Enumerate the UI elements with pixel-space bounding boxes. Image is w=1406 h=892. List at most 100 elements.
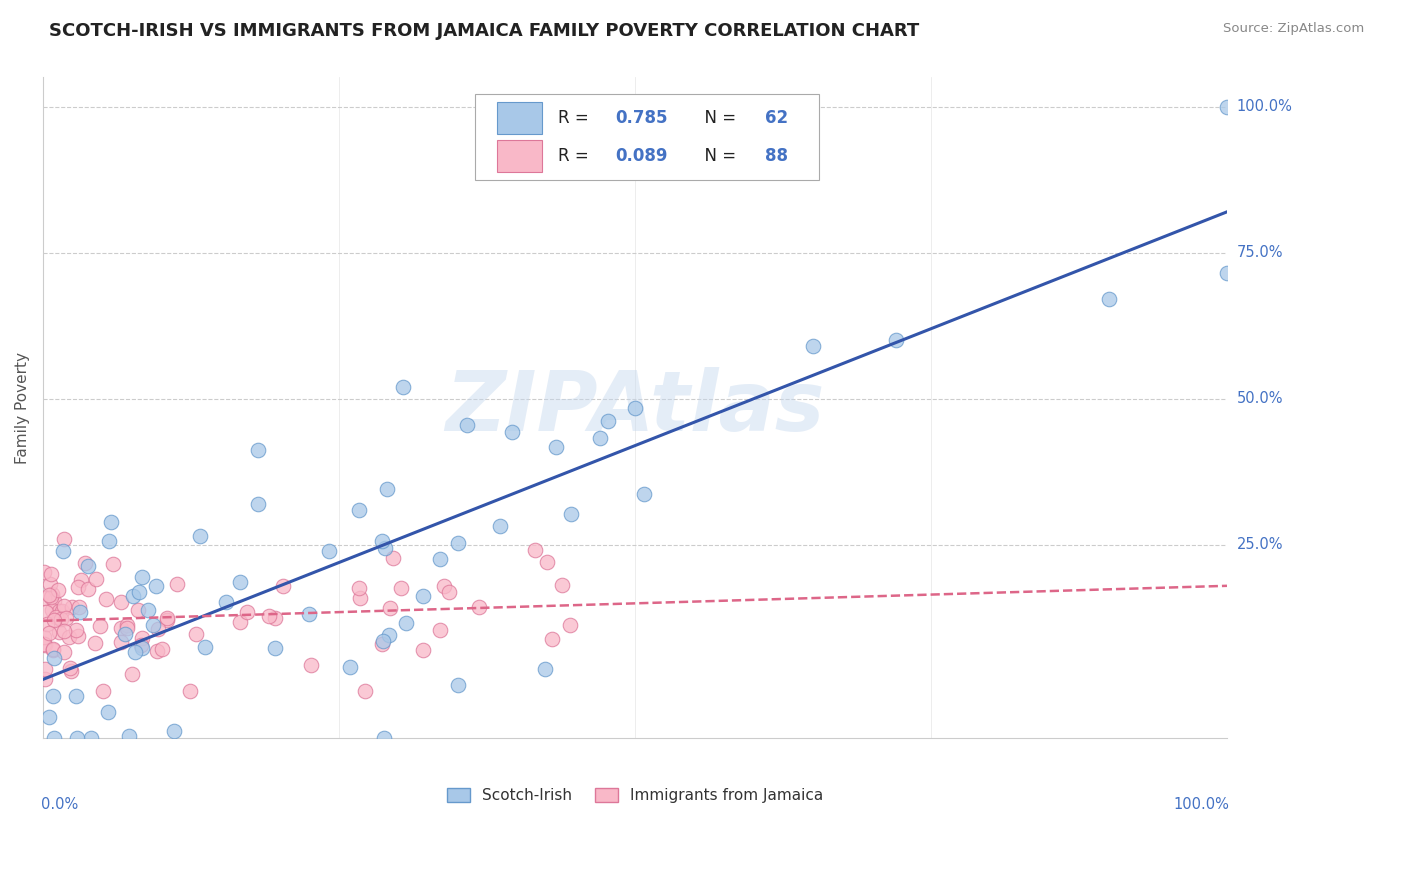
Text: ZIPAtlas: ZIPAtlas [446, 368, 825, 448]
Point [456, 417, 478, 432]
Point [546, 440, 568, 454]
Bar [496, 140, 541, 171]
Point [117, 617, 139, 632]
Point [370, 533, 392, 548]
Point [42, 642, 65, 657]
Point [298, 607, 321, 622]
Point [488, 519, 510, 533]
Point [162, 724, 184, 739]
Point [389, 581, 412, 595]
Point [69, 600, 91, 615]
Point [53, 599, 76, 613]
Point [801, 339, 824, 353]
Point [114, 627, 136, 641]
Point [468, 599, 491, 614]
Point [35, 606, 58, 620]
Point [551, 577, 574, 591]
Point [541, 632, 564, 647]
Point [121, 590, 143, 604]
Point [273, 579, 295, 593]
Point [596, 414, 619, 428]
Point [146, 622, 169, 636]
Point [42, 731, 65, 745]
Text: N =: N = [695, 109, 741, 127]
Point [501, 425, 523, 439]
Point [624, 401, 647, 415]
Point [633, 487, 655, 501]
Point [156, 610, 179, 624]
Point [378, 600, 401, 615]
Bar [496, 103, 541, 134]
Point [110, 621, 132, 635]
Point [51, 612, 73, 626]
Text: 100.0%: 100.0% [1237, 99, 1292, 114]
Point [65, 623, 87, 637]
Text: 0.0%: 0.0% [41, 797, 79, 813]
Point [412, 642, 434, 657]
Point [66, 731, 89, 745]
Point [41, 602, 63, 616]
Point [48, 604, 70, 618]
Point [523, 542, 546, 557]
Point [101, 557, 124, 571]
Point [446, 678, 468, 692]
Point [58, 661, 80, 675]
Point [186, 627, 208, 641]
Point [533, 662, 555, 676]
Text: R =: R = [558, 147, 595, 165]
Point [34, 565, 56, 579]
Point [76, 558, 98, 573]
Point [259, 609, 281, 624]
Point [84, 636, 107, 650]
Point [377, 628, 399, 642]
Point [39, 577, 62, 591]
Point [371, 633, 394, 648]
Point [1097, 292, 1119, 306]
Point [44, 651, 66, 665]
Point [395, 615, 418, 630]
Text: R =: R = [558, 109, 595, 127]
Point [84, 572, 107, 586]
Point [884, 333, 907, 347]
Point [98, 533, 121, 548]
Text: 25.0%: 25.0% [1237, 537, 1284, 552]
Point [39, 590, 62, 604]
Point [128, 585, 150, 599]
Legend: Scotch-Irish, Immigrants from Jamaica: Scotch-Irish, Immigrants from Jamaica [440, 782, 830, 809]
Point [429, 623, 451, 637]
Point [131, 632, 153, 646]
Point [110, 595, 132, 609]
Point [38, 710, 60, 724]
Point [263, 640, 285, 655]
Point [318, 543, 340, 558]
Point [236, 605, 259, 619]
Point [229, 615, 252, 629]
Point [34, 638, 56, 652]
Point [34, 672, 56, 686]
Point [41, 587, 63, 601]
Point [560, 507, 582, 521]
Point [375, 482, 398, 496]
Point [349, 591, 371, 605]
Point [433, 579, 456, 593]
Point [131, 570, 153, 584]
Point [299, 658, 322, 673]
Point [70, 573, 93, 587]
Point [229, 574, 252, 589]
Point [129, 638, 152, 652]
Point [44, 613, 66, 627]
Point [32, 591, 55, 606]
Point [80, 731, 103, 745]
Point [32, 637, 55, 651]
Point [429, 552, 451, 566]
Point [115, 621, 138, 635]
Point [93, 684, 115, 698]
Point [34, 630, 56, 644]
Point [1216, 266, 1239, 280]
Point [347, 503, 370, 517]
Point [110, 634, 132, 648]
Text: 0.089: 0.089 [614, 147, 668, 165]
Point [38, 626, 60, 640]
Point [52, 544, 75, 558]
Point [374, 541, 396, 555]
